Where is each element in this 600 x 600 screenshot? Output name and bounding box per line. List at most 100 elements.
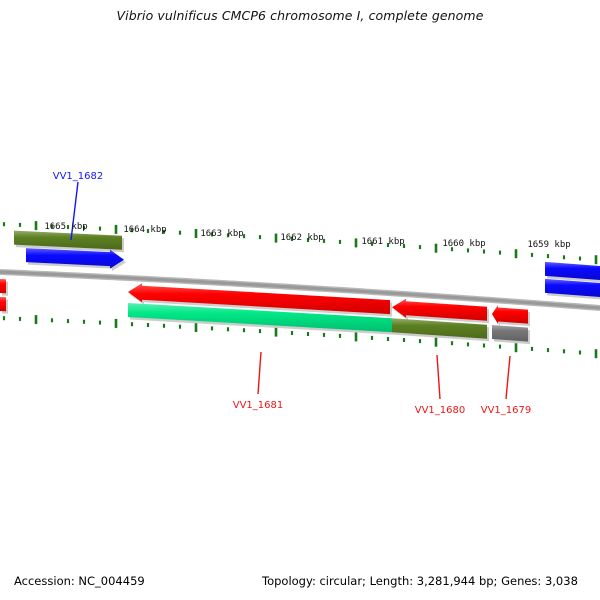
ruler-tick [66,319,70,324]
ruler-tick [226,233,230,238]
ruler-tick [338,239,342,244]
ruler-tick [114,224,118,234]
gene-label-vv1_1681[interactable]: VV1_1681 [232,400,284,411]
ruler-tick [562,255,566,260]
ruler-tick-label: 1660 kbp [442,239,486,249]
ruler-tick [578,256,582,261]
ruler-tick [306,238,310,242]
ruler-tick [210,232,214,237]
ruler-tick [162,229,166,234]
gene-label-vv1_1682[interactable]: VV1_1682 [52,171,104,182]
gene-feature[interactable] [14,230,122,250]
ruler-tick [82,319,86,324]
ruler-tick [50,224,54,229]
label-leader-line [505,355,511,400]
label-leader-lines [70,181,511,400]
genome-summary-text: Topology: circular; Length: 3,281,944 bp… [262,574,578,588]
ruler-tick [242,234,246,239]
ruler-tick [34,221,38,231]
ruler-tick [434,243,438,253]
gene-feature[interactable] [0,279,6,294]
ruler-tick [338,333,342,338]
ruler-tick [178,230,182,235]
gene-feature[interactable] [392,318,487,339]
gene-label-vv1_1679[interactable]: VV1_1679 [480,405,532,416]
ruler-tick [18,316,22,321]
ruler-tick [482,343,486,348]
ruler-tick [226,327,230,332]
ruler-tick [162,323,166,328]
ruler-tick [466,342,470,347]
ruler-tick [178,324,182,329]
gene-feature[interactable] [392,298,487,321]
label-leader-line [70,181,79,241]
ruler-tick [370,335,374,340]
gene-feature[interactable] [128,303,392,333]
ruler-tick [18,222,22,227]
ruler-tick [434,337,438,347]
ruler-tick-label: 1661 kbp [361,237,405,247]
ruler-tick [514,343,518,353]
label-leader-line [257,351,262,395]
ruler-tick [194,229,198,238]
ruler-tick [594,255,598,265]
ruler-tick [322,332,326,337]
ruler-tick [290,237,294,241]
page-title: Vibrio vulnificus CMCP6 chromosome I, co… [116,8,484,23]
ruler-tick [82,225,86,230]
ruler-tick-label: 1662 kbp [280,233,324,243]
ruler-tick [386,337,390,341]
ruler-tick [98,320,102,325]
ruler-tick [418,245,422,250]
ruler-tick [290,331,294,335]
gene-feature[interactable] [545,261,600,280]
ruler-tick [66,225,70,230]
gene-feature[interactable] [26,248,124,269]
ruler-tick [386,243,390,247]
ruler-tick [354,332,358,342]
gene-feature[interactable] [0,297,6,312]
gene-feature[interactable] [545,278,600,297]
ruler-tick [114,318,118,328]
ruler-tick [98,226,102,231]
gene-feature[interactable] [128,283,390,315]
ruler-tick [594,349,598,359]
ruler-tick-label: 1663 kbp [200,229,244,239]
gene-label-vv1_1680[interactable]: VV1_1680 [414,405,466,416]
ruler-tick [402,244,406,248]
gene-feature[interactable] [492,325,528,342]
ruler-tick [50,318,54,323]
chromosome-backbone [0,269,600,311]
ruler-tick [402,338,406,342]
ruler-tick [210,326,214,331]
ruler-tick [450,341,454,346]
ruler-tick [418,339,422,344]
ruler-tick [258,329,262,334]
gene-feature[interactable] [492,305,528,324]
ruler-tick-label: 1664 kbp [123,225,167,235]
ruler-tick [322,238,326,243]
ruler-tick [258,235,262,240]
ruler-tick [146,323,150,327]
ruler-tick-label: 1659 kbp [527,240,571,250]
ruler-tick [530,346,534,351]
ruler-ticks-lower [2,315,598,359]
gene-features [0,230,600,345]
ruler-tick [466,248,470,253]
backbone-line [0,270,600,310]
ruler-tick [498,344,502,349]
ruler-tick [306,332,310,336]
ruler-tick [482,249,486,254]
ruler-tick [130,228,134,233]
ruler-tick [2,222,6,227]
ruler-tick [2,316,6,321]
ruler-tick [194,323,198,332]
ruler-tick [498,250,502,255]
ruler-tick [514,249,518,259]
accession-text: Accession: NC_004459 [14,574,145,588]
ruler-tick [370,241,374,246]
ruler-tick [146,229,150,233]
ruler-tick [242,328,246,333]
ruler-tick [274,327,278,337]
